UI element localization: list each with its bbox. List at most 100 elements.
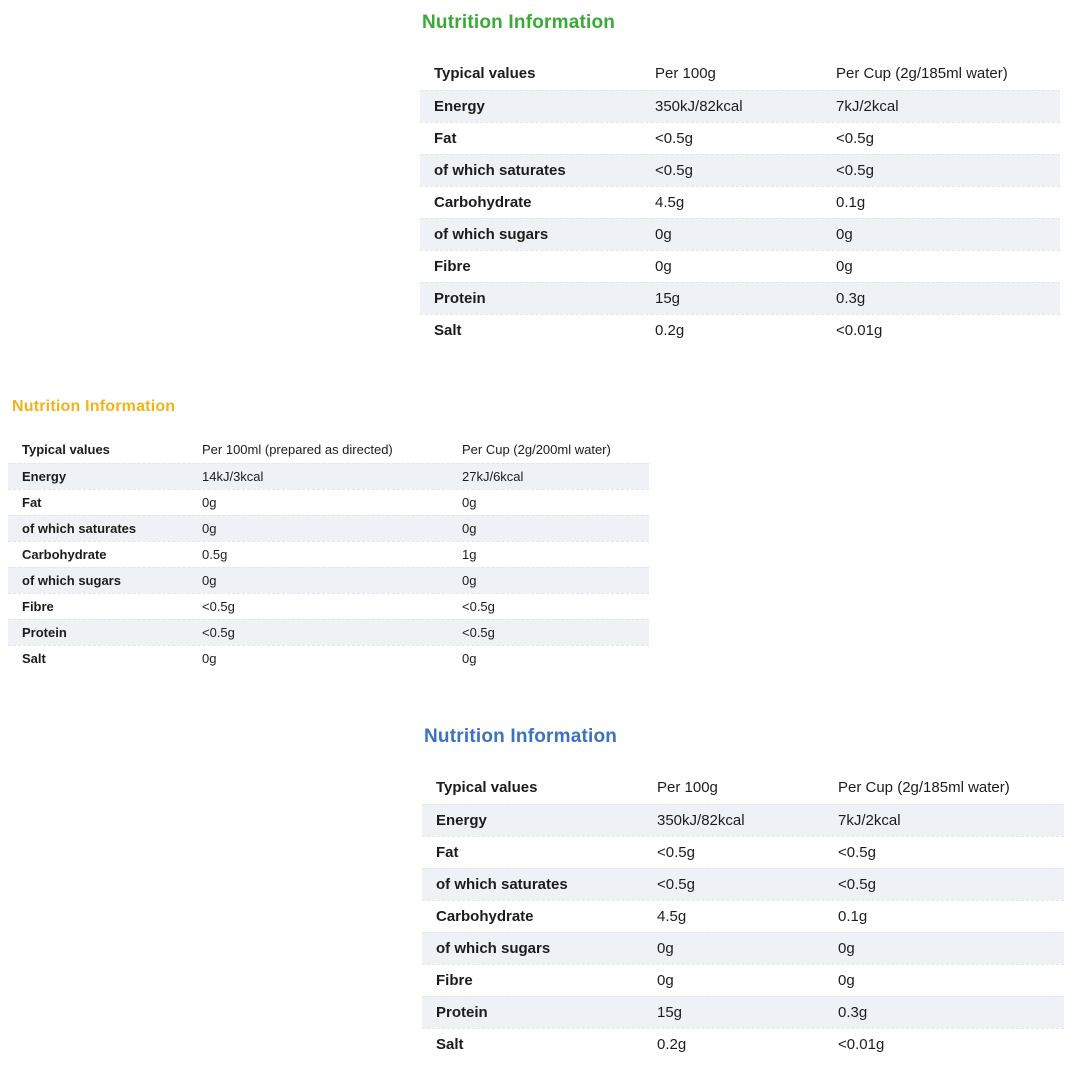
row-label: Salt xyxy=(436,1036,464,1053)
table-row-energy: Energy 350kJ/82kcal 7kJ/2kcal xyxy=(422,804,1064,836)
row-value-per-100ml: <0.5g xyxy=(202,625,235,640)
row-value-per-100g: 4.5g xyxy=(655,194,685,211)
row-value-per-cup: <0.01g xyxy=(836,322,883,339)
table-row-fibre: Fibre 0g 0g xyxy=(422,964,1064,996)
column-header-typical-values: Typical values xyxy=(22,442,110,457)
column-header-per-cup: Per Cup (2g/185ml water) xyxy=(836,65,1008,82)
table-row-carbohydrate: Carbohydrate 4.5g 0.1g xyxy=(420,186,1060,218)
row-label: of which sugars xyxy=(434,226,549,243)
nutrition-table-title: Nutrition Information xyxy=(422,12,616,33)
row-value-per-100g: <0.5g xyxy=(655,162,693,179)
row-value-per-cup: 0g xyxy=(462,521,477,536)
table-row-protein: Protein <0.5g <0.5g xyxy=(8,619,649,645)
table-row-saturates: of which saturates <0.5g <0.5g xyxy=(420,154,1060,186)
row-value-per-cup: <0.5g xyxy=(836,162,874,179)
row-label: of which saturates xyxy=(434,162,566,179)
column-header-per-100ml: Per 100ml (prepared as directed) xyxy=(202,442,393,457)
row-label: Fibre xyxy=(22,599,54,614)
row-value-per-100g: <0.5g xyxy=(657,844,695,861)
row-label: Energy xyxy=(434,98,485,115)
row-value-per-100g: 350kJ/82kcal xyxy=(657,812,745,829)
column-header-per-100g: Per 100g xyxy=(657,779,718,796)
row-label: of which sugars xyxy=(436,940,551,957)
row-value-per-100g: <0.5g xyxy=(655,130,693,147)
row-value-per-cup: 27kJ/6kcal xyxy=(462,469,524,484)
row-label: Protein xyxy=(434,290,486,307)
row-value-per-100ml: 0.5g xyxy=(202,547,228,562)
row-value-per-cup: 7kJ/2kcal xyxy=(838,812,901,829)
nutrition-table-title: Nutrition Information xyxy=(424,726,618,747)
table-row-energy: Energy 14kJ/3kcal 27kJ/6kcal xyxy=(8,463,649,489)
table-row-saturates: of which saturates <0.5g <0.5g xyxy=(422,868,1064,900)
row-value-per-cup: <0.5g xyxy=(838,876,876,893)
row-value-per-cup: 0g xyxy=(836,226,853,243)
table-row-fat: Fat <0.5g <0.5g xyxy=(420,122,1060,154)
row-label: of which saturates xyxy=(436,876,568,893)
row-label: Carbohydrate xyxy=(436,908,534,925)
row-label: Fat xyxy=(434,130,457,147)
column-header-typical-values: Typical values xyxy=(434,65,536,82)
row-label: Salt xyxy=(434,322,462,339)
row-value-per-100ml: 14kJ/3kcal xyxy=(202,469,264,484)
row-value-per-100g: 0g xyxy=(655,226,672,243)
row-value-per-100g: 0.2g xyxy=(657,1036,687,1053)
table-header-row: Typical values Per 100g Per Cup (2g/185m… xyxy=(420,57,1060,90)
row-label: Protein xyxy=(436,1004,488,1021)
row-value-per-cup: 0g xyxy=(462,573,477,588)
row-label: Carbohydrate xyxy=(434,194,532,211)
table-row-energy: Energy 350kJ/82kcal 7kJ/2kcal xyxy=(420,90,1060,122)
nutrition-table-title: Nutrition Information xyxy=(12,398,176,415)
row-value-per-100g: 0g xyxy=(657,940,674,957)
column-header-per-cup: Per Cup (2g/185ml water) xyxy=(838,779,1010,796)
row-label: of which saturates xyxy=(22,521,137,536)
row-label: Carbohydrate xyxy=(22,547,107,562)
table-row-fat: Fat <0.5g <0.5g xyxy=(422,836,1064,868)
table-row-sugars: of which sugars 0g 0g xyxy=(8,567,649,593)
row-value-per-cup: 0g xyxy=(838,972,855,989)
row-value-per-cup: 0g xyxy=(462,651,477,666)
row-label: Fat xyxy=(22,495,42,510)
row-value-per-100g: 4.5g xyxy=(657,908,687,925)
row-value-per-100g: 15g xyxy=(657,1004,683,1021)
nutrition-table-green: Nutrition Information Typical values Per… xyxy=(420,10,1060,346)
row-value-per-100g: 0.2g xyxy=(655,322,685,339)
table-row-fibre: Fibre 0g 0g xyxy=(420,250,1060,282)
table-row-saturates: of which saturates 0g 0g xyxy=(8,515,649,541)
row-value-per-cup: 0g xyxy=(836,258,853,275)
row-value-per-100ml: 0g xyxy=(202,495,217,510)
row-label: Fibre xyxy=(434,258,471,275)
table-row-salt: Salt 0.2g <0.01g xyxy=(422,1028,1064,1060)
row-value-per-cup: <0.5g xyxy=(836,130,874,147)
table-row-carbohydrate: Carbohydrate 0.5g 1g xyxy=(8,541,649,567)
table-header-row: Typical values Per 100g Per Cup (2g/185m… xyxy=(422,771,1064,804)
row-value-per-cup: 0.3g xyxy=(836,290,866,307)
table-row-salt: Salt 0g 0g xyxy=(8,645,649,671)
column-header-typical-values: Typical values xyxy=(436,779,538,796)
row-value-per-cup: <0.5g xyxy=(838,844,876,861)
table-row-protein: Protein 15g 0.3g xyxy=(422,996,1064,1028)
table-row-sugars: of which sugars 0g 0g xyxy=(420,218,1060,250)
row-value-per-cup: <0.5g xyxy=(462,599,495,614)
table-row-carbohydrate: Carbohydrate 4.5g 0.1g xyxy=(422,900,1064,932)
row-value-per-cup: 0.1g xyxy=(836,194,866,211)
table-row-protein: Protein 15g 0.3g xyxy=(420,282,1060,314)
row-label: Energy xyxy=(22,469,67,484)
column-header-per-100g: Per 100g xyxy=(655,65,716,82)
row-value-per-cup: <0.01g xyxy=(838,1036,885,1053)
table-header-row: Typical values Per 100ml (prepared as di… xyxy=(8,436,649,463)
row-label: Protein xyxy=(22,625,67,640)
row-value-per-cup: 7kJ/2kcal xyxy=(836,98,899,115)
row-value-per-100ml: 0g xyxy=(202,521,217,536)
row-value-per-cup: 0g xyxy=(838,940,855,957)
row-value-per-cup: 1g xyxy=(462,547,477,562)
table-row-fibre: Fibre <0.5g <0.5g xyxy=(8,593,649,619)
row-label: of which sugars xyxy=(22,573,121,588)
row-label: Energy xyxy=(436,812,487,829)
row-value-per-100g: 0g xyxy=(655,258,672,275)
row-value-per-100g: <0.5g xyxy=(657,876,695,893)
table-row-fat: Fat 0g 0g xyxy=(8,489,649,515)
nutrition-table-blue: Nutrition Information Typical values Per… xyxy=(422,724,1064,1060)
row-value-per-cup: 0g xyxy=(462,495,477,510)
row-value-per-100g: 350kJ/82kcal xyxy=(655,98,743,115)
row-label: Fat xyxy=(436,844,459,861)
